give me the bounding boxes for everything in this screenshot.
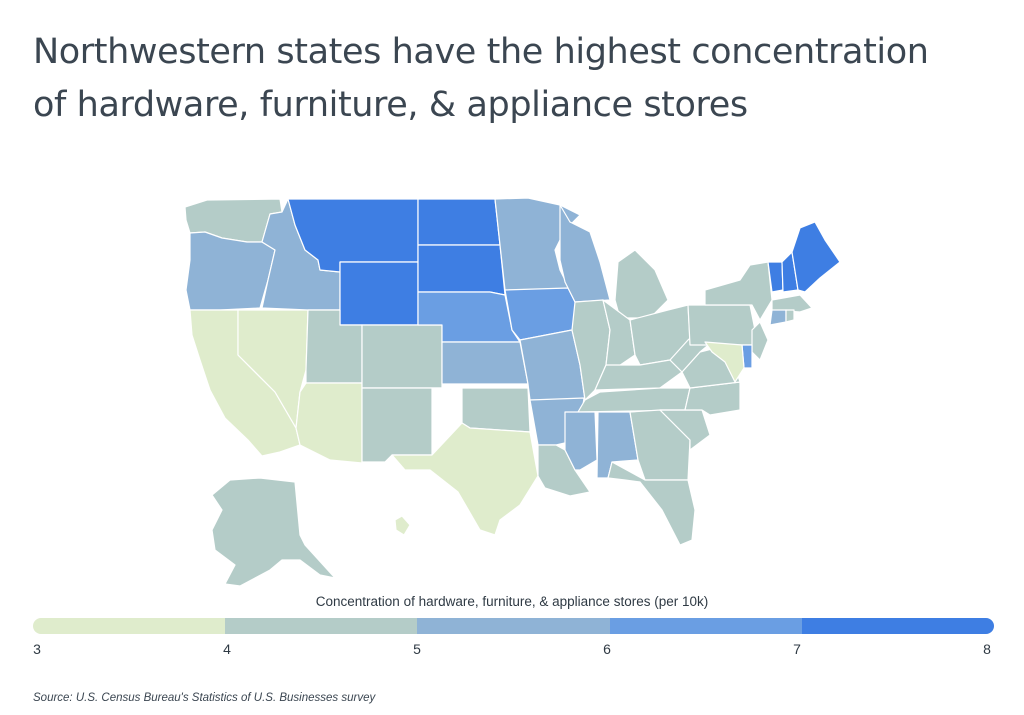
legend-color-scale xyxy=(33,618,994,634)
state-co xyxy=(361,324,443,389)
state-or xyxy=(185,231,276,311)
state-ri xyxy=(785,309,795,323)
source-note: Source: U.S. Census Bureau's Statistics … xyxy=(33,692,376,704)
state-mi xyxy=(614,249,669,319)
state-wi xyxy=(559,204,611,303)
state-tn xyxy=(577,387,691,413)
legend-bin-6-7 xyxy=(609,618,802,634)
legend-title: Concentration of hardware, furniture, & … xyxy=(315,594,709,609)
state-me xyxy=(791,221,841,293)
state-ky xyxy=(594,359,683,391)
legend-bin-4-5 xyxy=(225,618,418,634)
chart-title: Northwestern states have the highest con… xyxy=(33,26,1013,132)
state-md xyxy=(704,341,745,383)
state-nm xyxy=(361,387,433,463)
title-line-1: Northwestern states have the highest con… xyxy=(33,32,929,72)
state-tx xyxy=(391,422,539,536)
state-ma xyxy=(771,294,813,313)
legend-tick-label: 6 xyxy=(603,641,611,657)
state-ct xyxy=(769,309,787,326)
legend-tick-label: 4 xyxy=(223,641,231,657)
state-la xyxy=(537,444,591,497)
state-mn xyxy=(494,197,581,291)
state-hi xyxy=(394,515,411,536)
state-nd xyxy=(417,198,501,246)
state-pa xyxy=(687,304,759,346)
state-ks xyxy=(441,341,529,385)
legend-bin-5-6 xyxy=(417,618,610,634)
state-ok xyxy=(431,387,531,433)
state-ms xyxy=(564,411,598,471)
title-line-2: of hardware, furniture, & appliance stor… xyxy=(33,85,748,125)
state-nj xyxy=(751,321,769,361)
state-nc xyxy=(659,381,741,416)
legend-tick-label: 8 xyxy=(983,641,991,657)
legend-tick-label: 5 xyxy=(413,641,421,657)
state-az xyxy=(295,382,363,464)
legend-tick-label: 3 xyxy=(33,641,41,657)
state-wy xyxy=(339,261,419,326)
legend-tick-label: 7 xyxy=(793,641,801,657)
state-sd xyxy=(417,244,506,296)
legend-bin-7-8 xyxy=(801,618,994,634)
legend-bin-3-4 xyxy=(33,618,226,634)
us-choropleth-map xyxy=(184,197,841,587)
state-fl xyxy=(607,461,696,546)
state-ak xyxy=(211,477,336,587)
